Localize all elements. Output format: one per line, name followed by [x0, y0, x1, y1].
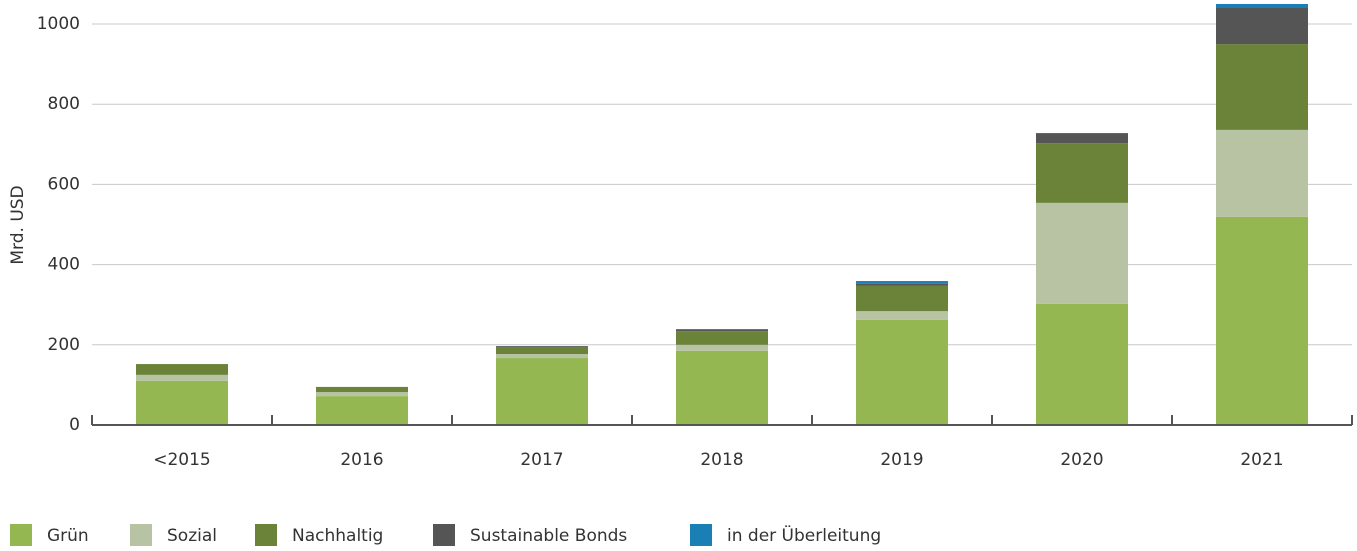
bar-segment: [1216, 44, 1308, 130]
bar-segment: [676, 331, 768, 345]
legend-swatch: [130, 524, 152, 546]
y-tick-label: 800: [48, 94, 80, 114]
x-tick-label: 2017: [520, 450, 563, 470]
legend-label: in der Überleitung: [727, 524, 881, 546]
legend-swatch: [433, 524, 455, 546]
x-tick-label: 2016: [340, 450, 383, 470]
bar-segment: [856, 281, 948, 284]
bar-segment: [1036, 202, 1128, 304]
y-tick-label: 1000: [37, 14, 80, 34]
y-axis-label: Mrd. USD: [8, 185, 28, 264]
bar-segment: [1216, 8, 1308, 45]
bar-segment: [676, 329, 768, 332]
legend-label: Grün: [47, 526, 89, 546]
bar-segment: [136, 380, 228, 425]
bar-segment: [676, 350, 768, 425]
x-tick-label: <2015: [153, 450, 211, 470]
legend-swatch: [10, 524, 32, 546]
bar-segment: [1216, 4, 1308, 9]
bar-segment: [1036, 303, 1128, 425]
bar-segment: [676, 344, 768, 351]
legend-label: Sozial: [167, 526, 217, 546]
x-tick-label: 2019: [880, 450, 923, 470]
bar-segment: [496, 346, 588, 347]
bar-segment: [856, 311, 948, 320]
y-tick-label: 400: [48, 255, 80, 275]
bar-segment: [1216, 216, 1308, 425]
bar-segment: [856, 285, 948, 312]
bar-segment: [1036, 133, 1128, 144]
legend-swatch: [255, 524, 277, 546]
x-tick-label: 2020: [1060, 450, 1103, 470]
bar-segment: [856, 319, 948, 425]
y-tick-label: 600: [48, 174, 80, 194]
legend-label: Sustainable Bonds: [470, 526, 627, 546]
bar-segment: [1036, 143, 1128, 203]
bar-segment: [136, 374, 228, 381]
bar-segment: [856, 283, 948, 286]
y-tick-label: 0: [69, 415, 80, 435]
bar-segment: [496, 346, 588, 355]
y-tick-label: 200: [48, 335, 80, 355]
bar-segment: [1216, 129, 1308, 217]
x-tick-label: 2018: [700, 450, 743, 470]
bar-segment: [496, 354, 588, 359]
bar-segment: [316, 392, 408, 397]
bar-segment: [316, 386, 408, 393]
x-tick-label: 2021: [1240, 450, 1283, 470]
bar-segment: [496, 358, 588, 425]
legend-swatch: [690, 524, 712, 546]
legend-label: Nachhaltig: [292, 526, 383, 546]
bar-segment: [316, 396, 408, 425]
bar-segment: [136, 364, 228, 375]
